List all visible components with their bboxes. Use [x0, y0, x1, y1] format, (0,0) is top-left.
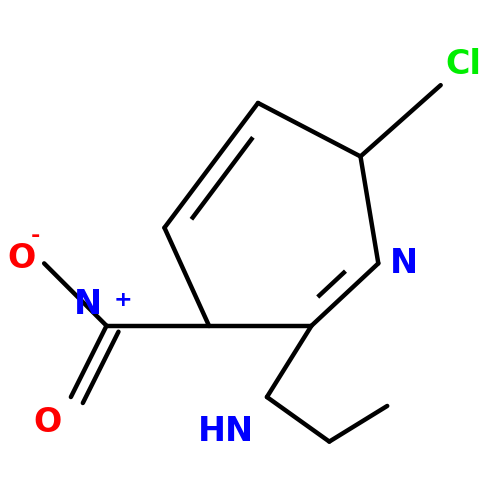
Text: O: O [7, 242, 35, 276]
Text: N: N [74, 288, 102, 322]
Text: Cl: Cl [445, 48, 481, 80]
Text: N: N [390, 247, 417, 280]
Text: -: - [30, 226, 40, 246]
Text: HN: HN [198, 415, 254, 448]
Text: +: + [113, 290, 132, 310]
Text: O: O [34, 406, 62, 439]
